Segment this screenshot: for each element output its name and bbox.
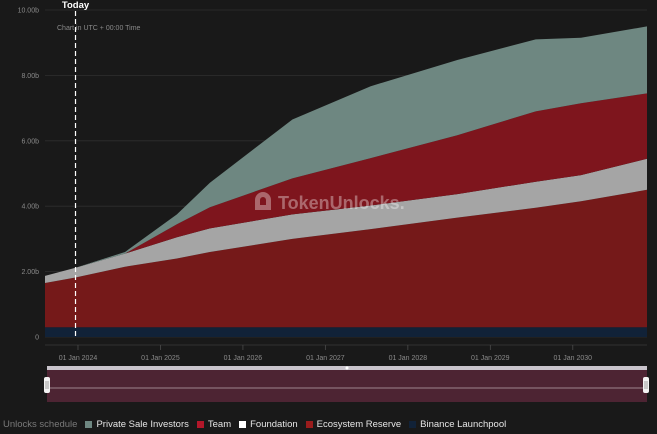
x-axis: 01 Jan 2024 01 Jan 2025 01 Jan 2026 01 Jan …	[45, 344, 647, 362]
watermark-text: TokenUnlocks.	[278, 193, 405, 213]
x-tick-label: 01 Jan 2025	[141, 355, 180, 362]
tokenunlocks-logo-icon	[255, 192, 271, 210]
x-tick-label: 01 Jan 2030	[554, 355, 593, 362]
stacked-areas	[45, 26, 647, 337]
today-label: Today	[62, 0, 90, 11]
y-tick-label: 6.00b	[21, 138, 39, 145]
x-tick-label: 01 Jan 2026	[224, 355, 263, 362]
legend-item-ecosystem-reserve[interactable]: Ecosystem Reserve	[305, 418, 402, 430]
range-navigator[interactable]	[44, 366, 649, 402]
today-marker: Today	[62, 0, 90, 337]
legend-label: Team	[207, 418, 232, 430]
navigator-grip-icon[interactable]	[345, 366, 349, 370]
area-series-private-sale-investors[interactable]	[45, 26, 647, 276]
y-tick-label: 10.00b	[18, 8, 40, 15]
y-tick-label: 0	[35, 335, 39, 342]
legend-label: Ecosystem Reserve	[316, 418, 402, 430]
legend-swatch	[305, 420, 313, 428]
y-tick-label: 2.00b	[21, 269, 39, 276]
legend-label: Private Sale Investors	[96, 418, 189, 430]
navigator-handle-right[interactable]	[643, 377, 649, 393]
legend-item-private-sale-investors[interactable]: Private Sale Investors	[85, 418, 189, 430]
navigator-band	[47, 366, 647, 402]
watermark: TokenUnlocks.	[255, 192, 405, 213]
area-series-binance-launchpool[interactable]	[45, 327, 647, 337]
navigator-handle-left[interactable]	[44, 377, 50, 393]
y-tick-label: 4.00b	[21, 204, 39, 211]
legend-swatch	[239, 420, 247, 428]
x-tick-label: 01 Jan 2029	[471, 355, 510, 362]
area-series-ecosystem-reserve[interactable]	[45, 189, 647, 328]
x-tick-label: 01 Jan 2027	[306, 355, 345, 362]
legend-label: Binance Launchpool	[420, 418, 507, 430]
area-series-team[interactable]	[45, 93, 647, 276]
legend-title: Unlocks schedule	[3, 418, 78, 430]
x-tick-label: 01 Jan 2028	[389, 355, 428, 362]
x-tick-label: 01 Jan 2024	[59, 355, 98, 362]
legend-item-team[interactable]: Team	[196, 418, 232, 430]
area-series-foundation[interactable]	[45, 158, 647, 283]
legend-item-binance-launchpool[interactable]: Binance Launchpool	[409, 419, 506, 430]
legend-item-foundation[interactable]: Foundation	[239, 419, 298, 430]
y-tick-label: 8.00b	[21, 73, 39, 80]
y-axis: 0 2.00b 4.00b 6.00b 8.00b 10.00b	[18, 8, 40, 342]
legend: Unlocks schedule Private Sale Investors …	[3, 416, 514, 432]
legend-swatch	[85, 420, 93, 428]
legend-swatch	[196, 420, 204, 428]
legend-swatch	[409, 420, 417, 428]
chart-subtitle: Chart in UTC + 00:00 Time	[57, 25, 141, 32]
legend-label: Foundation	[250, 418, 298, 430]
